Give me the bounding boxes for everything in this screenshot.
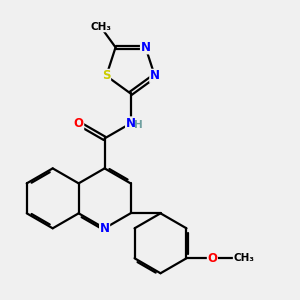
- Text: S: S: [102, 69, 111, 82]
- Text: CH₃: CH₃: [233, 253, 254, 263]
- Text: CH₃: CH₃: [90, 22, 111, 32]
- Text: N: N: [140, 41, 151, 54]
- Text: H: H: [134, 120, 143, 130]
- Text: O: O: [207, 252, 218, 265]
- Text: O: O: [74, 117, 84, 130]
- Text: N: N: [125, 117, 136, 130]
- Text: N: N: [150, 69, 160, 82]
- Text: N: N: [100, 222, 110, 235]
